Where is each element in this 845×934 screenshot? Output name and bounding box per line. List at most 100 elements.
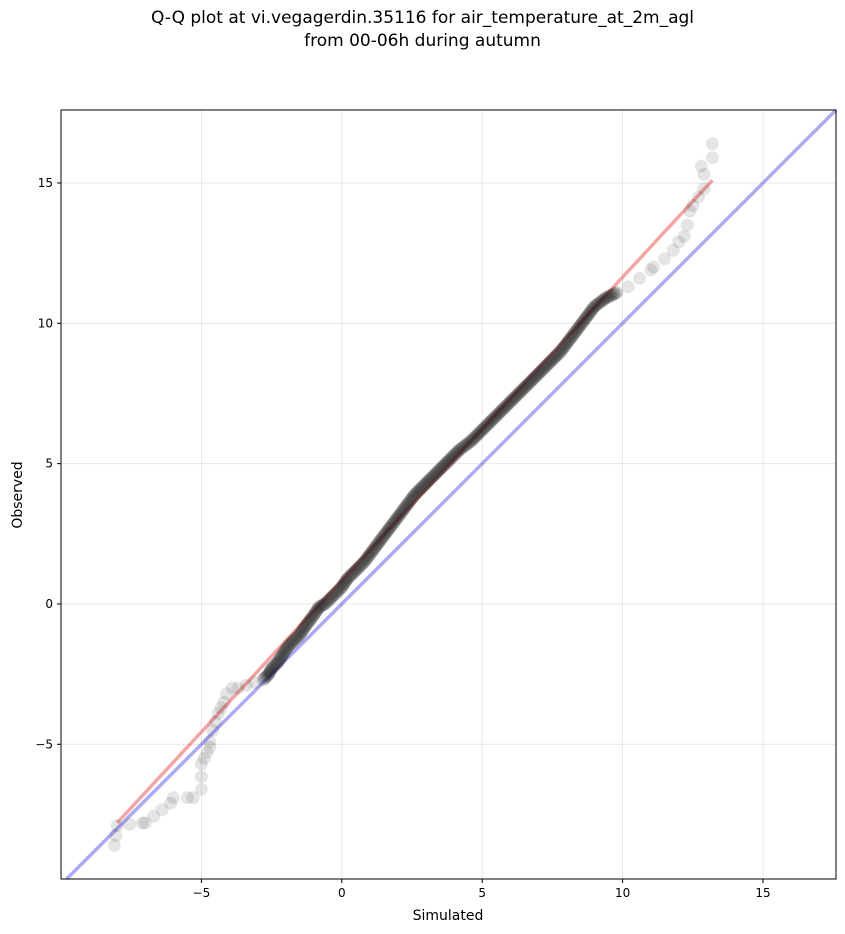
data-point xyxy=(295,625,309,639)
data-point xyxy=(489,409,503,423)
data-point xyxy=(415,480,429,494)
data-point xyxy=(402,495,416,509)
data-point xyxy=(337,577,351,591)
x-axis-label: Simulated xyxy=(413,908,484,924)
data-point xyxy=(691,190,705,204)
data-point xyxy=(520,378,534,392)
data-point xyxy=(337,576,351,590)
data-point xyxy=(514,384,528,398)
data-point xyxy=(317,597,331,611)
data-point xyxy=(261,668,275,682)
data-point xyxy=(298,620,312,634)
data-point xyxy=(268,658,282,672)
data-point xyxy=(269,657,283,671)
data-point xyxy=(262,666,276,680)
data-point xyxy=(553,345,567,359)
data-point xyxy=(436,459,450,473)
data-point xyxy=(399,500,413,514)
data-point xyxy=(413,482,427,496)
data-point xyxy=(410,485,424,499)
data-point xyxy=(453,443,467,457)
data-point xyxy=(259,670,273,684)
data-point xyxy=(406,489,420,503)
data-point xyxy=(259,670,273,684)
data-point xyxy=(331,584,345,598)
data-point xyxy=(502,396,516,410)
data-point xyxy=(335,579,349,593)
data-point xyxy=(519,379,533,393)
data-point xyxy=(586,301,600,315)
data-point xyxy=(393,507,407,521)
data-point xyxy=(539,360,553,374)
data-point xyxy=(373,533,387,547)
data-point xyxy=(609,286,623,300)
data-point xyxy=(490,409,504,423)
data-point xyxy=(632,271,646,285)
x-tick-label: 0 xyxy=(338,886,346,900)
data-point xyxy=(280,642,294,656)
data-point xyxy=(335,580,349,594)
data-point xyxy=(535,364,549,378)
data-point xyxy=(281,639,295,653)
data-point xyxy=(452,443,466,457)
data-point xyxy=(273,651,287,665)
data-point xyxy=(472,426,486,440)
data-point xyxy=(522,376,536,390)
data-point xyxy=(265,662,279,676)
data-point xyxy=(231,681,245,695)
data-point xyxy=(515,383,529,397)
data-point xyxy=(298,619,312,633)
data-point xyxy=(563,332,577,346)
data-point xyxy=(431,464,445,478)
data-point xyxy=(461,436,475,450)
data-point xyxy=(248,676,262,690)
data-point xyxy=(373,534,387,548)
data-point xyxy=(411,484,425,498)
data-point xyxy=(558,339,572,353)
data-point xyxy=(601,290,615,304)
data-point xyxy=(406,490,420,504)
data-point xyxy=(483,415,497,429)
data-point xyxy=(276,647,290,661)
data-point xyxy=(442,453,456,467)
data-point xyxy=(519,380,533,394)
data-point xyxy=(501,397,515,411)
data-point xyxy=(594,295,608,309)
data-point xyxy=(383,521,397,535)
data-point xyxy=(552,346,566,360)
y-axis-ticks: −5 0 5 10 15 xyxy=(35,176,61,751)
data-point xyxy=(376,531,390,545)
data-point xyxy=(278,645,292,659)
data-point xyxy=(456,440,470,454)
data-point xyxy=(385,517,399,531)
data-point xyxy=(328,587,342,601)
data-point xyxy=(344,568,358,582)
data-point xyxy=(385,518,399,532)
data-point xyxy=(666,243,680,257)
data-point xyxy=(458,438,472,452)
data-point xyxy=(180,791,194,805)
data-point xyxy=(395,504,409,518)
data-point xyxy=(164,796,178,810)
data-point xyxy=(271,655,285,669)
data-point xyxy=(413,483,427,497)
data-point xyxy=(602,290,616,304)
data-point xyxy=(589,298,603,312)
data-point xyxy=(579,311,593,325)
data-point xyxy=(340,573,354,587)
data-point xyxy=(429,467,443,481)
data-point xyxy=(390,512,404,526)
data-point xyxy=(509,389,523,403)
data-point xyxy=(313,599,327,613)
data-point xyxy=(580,310,594,324)
data-point xyxy=(490,408,504,422)
data-point xyxy=(486,413,500,427)
data-point xyxy=(389,513,403,527)
data-point xyxy=(397,502,411,516)
data-point xyxy=(263,665,277,679)
data-point xyxy=(445,451,459,465)
data-point xyxy=(348,564,362,578)
data-point xyxy=(644,263,658,277)
data-point xyxy=(527,371,541,385)
data-point xyxy=(481,417,495,431)
